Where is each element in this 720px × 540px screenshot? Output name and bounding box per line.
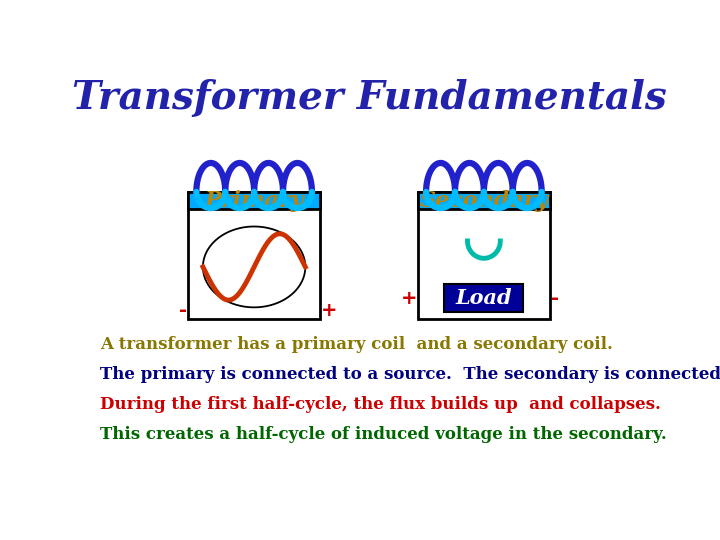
Bar [189, 192, 320, 209]
Text: +: + [321, 301, 338, 320]
Text: A transformer has a primary coil  and a secondary coil.: A transformer has a primary coil and a s… [100, 336, 613, 353]
Text: -: - [179, 301, 187, 320]
Text: Load: Load [456, 288, 512, 308]
Text: -: - [551, 288, 559, 308]
Text: This creates a half-cycle of induced voltage in the secondary.: This creates a half-cycle of induced vol… [100, 426, 667, 443]
Bar [189, 192, 320, 319]
Text: The primary is connected to a source.  The secondary is connected to a load.: The primary is connected to a source. Th… [100, 366, 720, 383]
Text: During the first half-cycle, the flux builds up  and collapses.: During the first half-cycle, the flux bu… [100, 396, 661, 413]
Text: Secondary: Secondary [419, 190, 549, 212]
Bar [444, 284, 523, 312]
Bar [418, 192, 549, 209]
Text: +: + [400, 288, 417, 308]
Text: Transformer Fundamentals: Transformer Fundamentals [71, 79, 667, 117]
Text: Primary: Primary [204, 190, 304, 212]
Bar [418, 192, 549, 319]
